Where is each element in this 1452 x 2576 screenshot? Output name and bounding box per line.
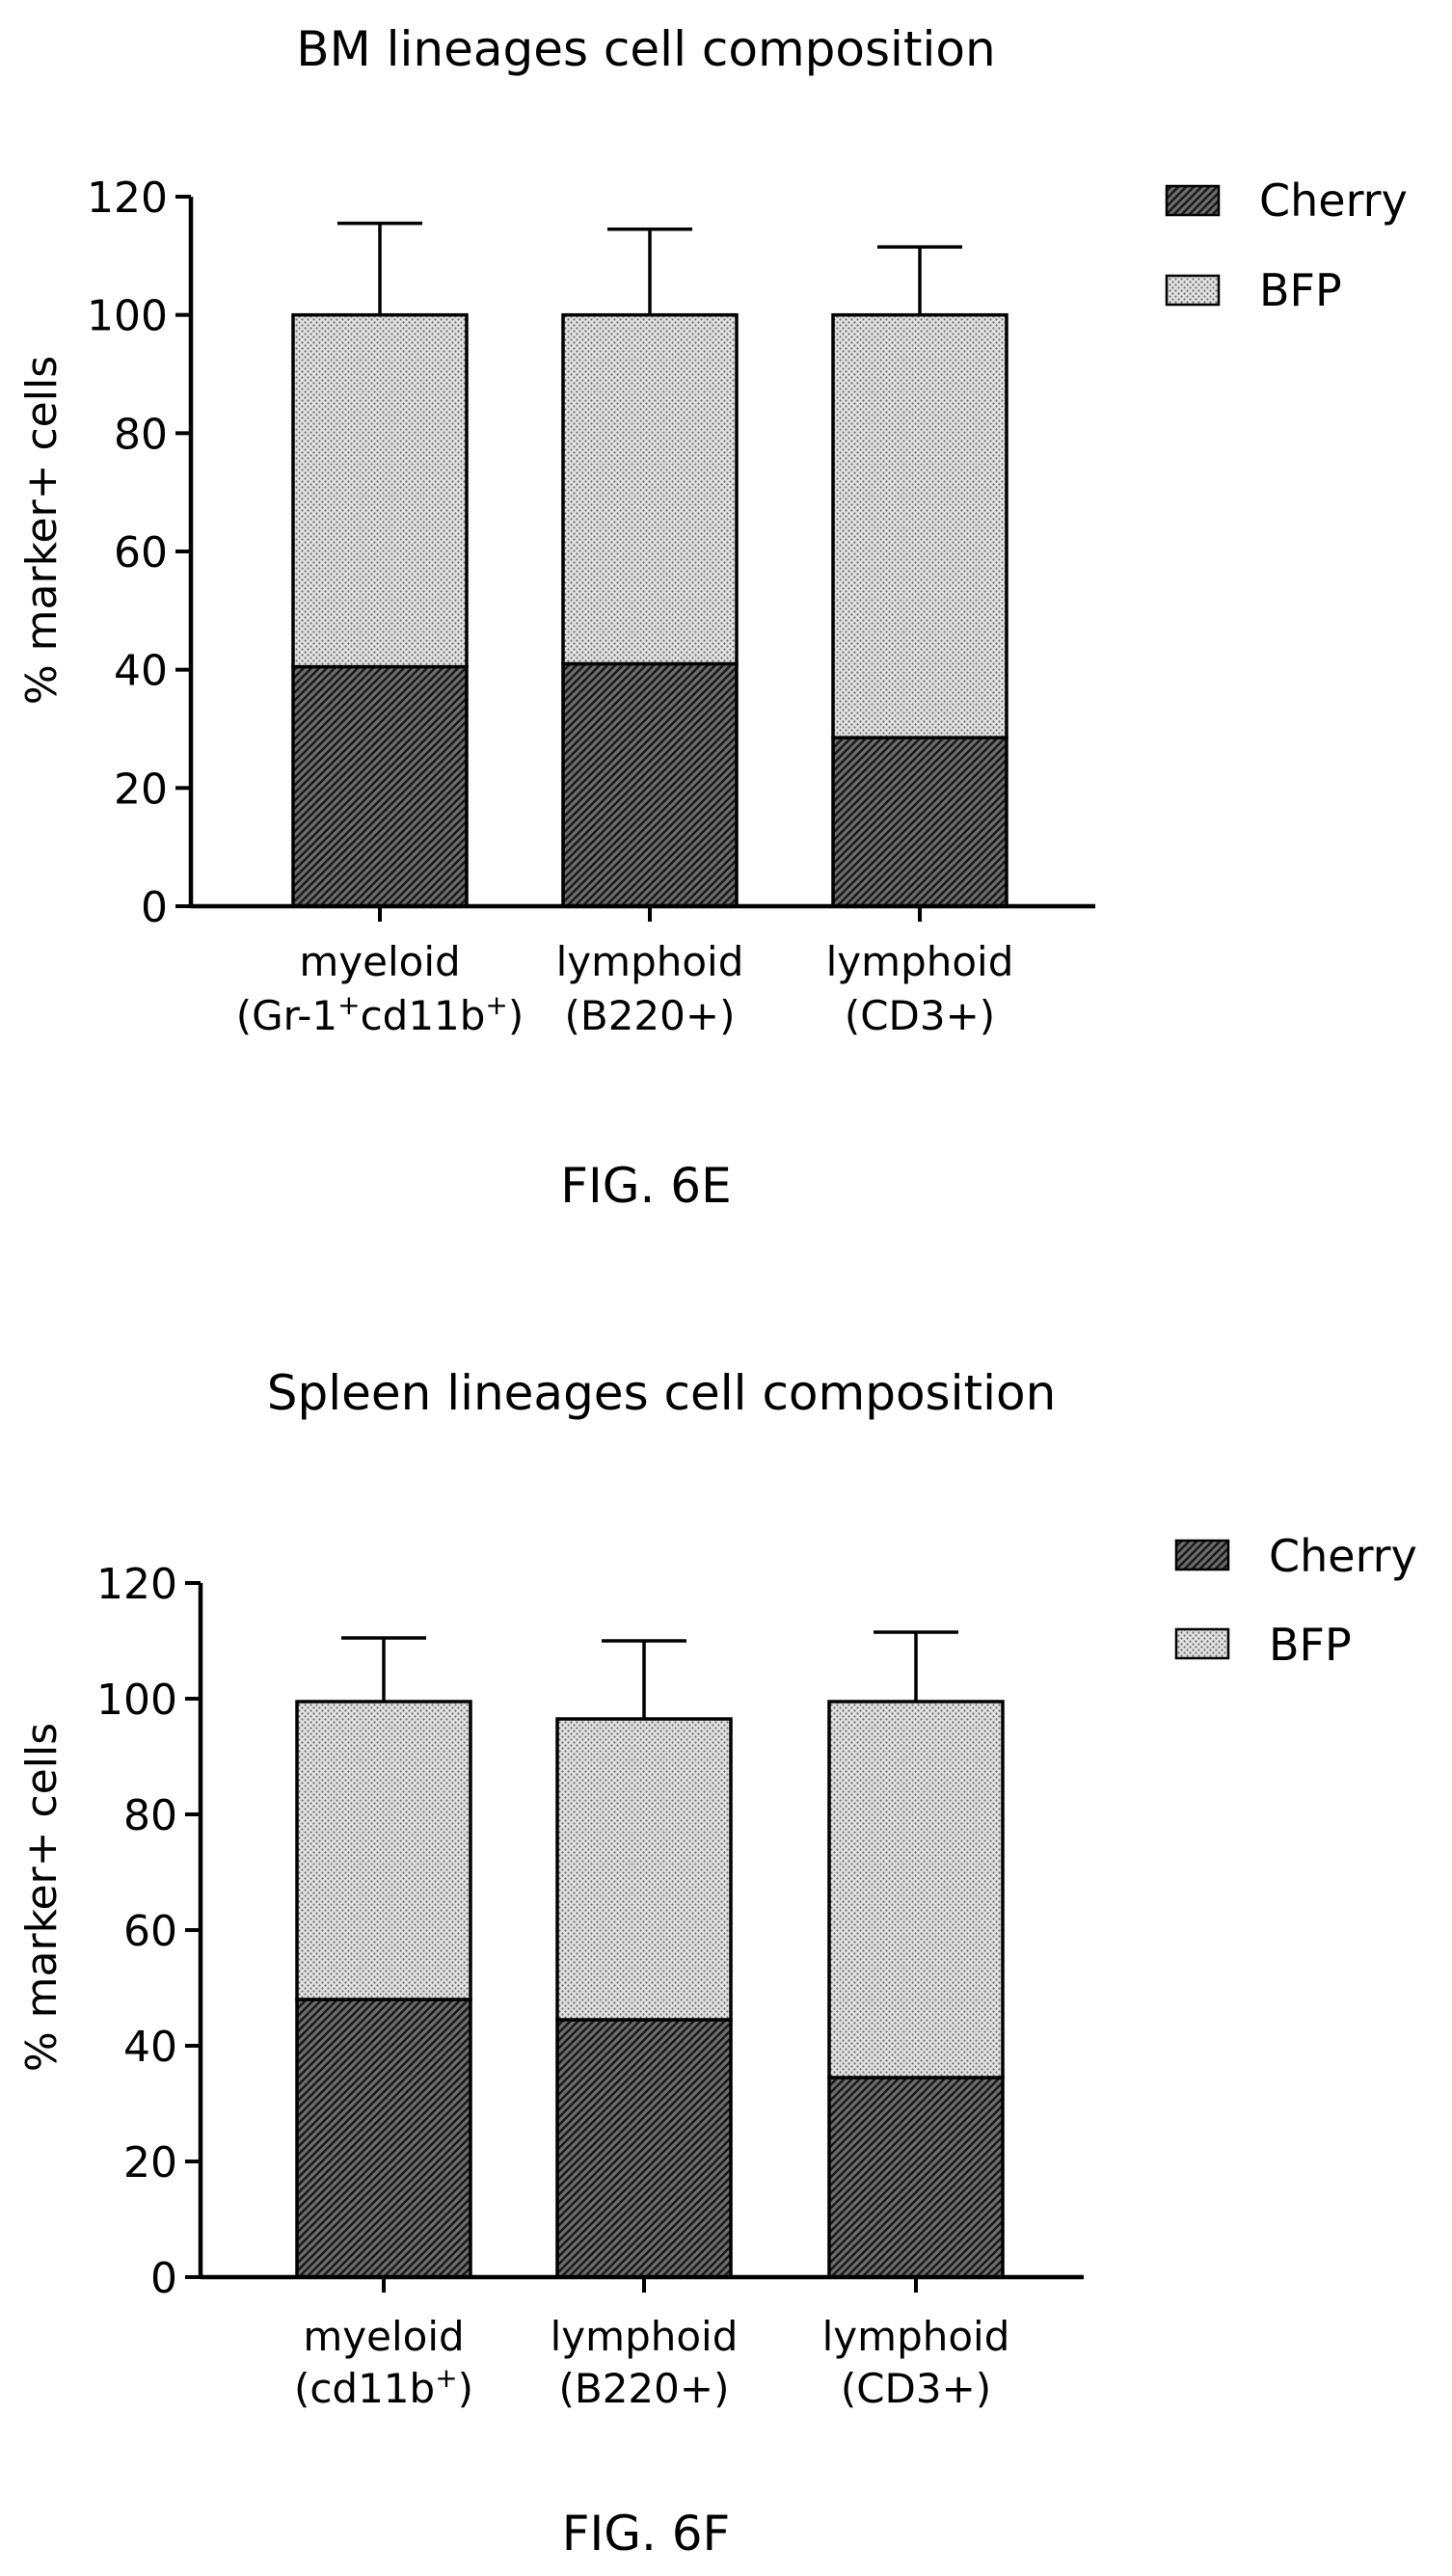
legend-label-bfp: BFP — [1269, 1619, 1352, 1671]
x-tick-sublabel: (cd11b+) — [294, 2362, 473, 2413]
figure-caption: FIG. 6E — [560, 1158, 731, 1214]
x-tick-sublabel: (B220+) — [565, 992, 736, 1039]
x-tick-sublabel: (CD3+) — [841, 2365, 991, 2412]
y-tick-label: 40 — [114, 647, 168, 696]
bar-segment-bfp-1 — [561, 312, 739, 666]
bar-segment-cherry-0 — [291, 664, 469, 908]
legend-label-bfp: BFP — [1259, 264, 1342, 316]
axes — [188, 197, 1095, 922]
chart-title: BM lineages cell composition — [296, 21, 995, 77]
bar-segment-cherry-2 — [827, 2076, 1005, 2279]
bar-segment-cherry-2 — [831, 736, 1008, 908]
bar-segment-bfp-0 — [291, 312, 469, 669]
chart-panel-spleen: Spleen lineages cell composition % marke… — [17, 1365, 1417, 2562]
bar-segment-bfp-2 — [831, 312, 1008, 739]
y-axis-label: % marker+ cells — [17, 1723, 67, 2072]
x-tick-labels: myeloid(Gr-1+cd11b+) lymphoid (B220+) lymph… — [236, 938, 1014, 1039]
y-axis-label: % marker+ cells — [17, 356, 67, 705]
y-ticks: 0 20 40 60 80 100 120 — [96, 1560, 201, 2303]
x-tick-label: myeloid — [299, 938, 460, 985]
y-tick-label: 0 — [141, 883, 168, 932]
x-tick-sublabel: (B220+) — [559, 2365, 730, 2412]
x-tick-label: lymphoid — [556, 938, 744, 985]
y-tick-label: 60 — [123, 1907, 177, 1956]
chart-panel-bm: BM lineages cell composition % marker+ c… — [17, 21, 1408, 1214]
bar-segment-cherry-1 — [561, 661, 739, 908]
legend-swatch-cherry — [1165, 184, 1221, 217]
x-tick-label: lymphoid — [551, 2313, 739, 2360]
axes — [198, 1583, 1084, 2293]
bar-segment-cherry-1 — [555, 2018, 733, 2279]
bar-segment-bfp-1 — [555, 1717, 733, 2022]
y-tick-label: 120 — [87, 174, 168, 223]
x-tick-sublabel: (CD3+) — [845, 992, 995, 1039]
legend-swatch-cherry — [1174, 1539, 1230, 1571]
bar-segment-cherry-0 — [295, 1998, 472, 2279]
legend-swatch-bfp — [1165, 274, 1221, 307]
y-tick-label: 100 — [96, 1676, 177, 1725]
y-tick-label: 20 — [123, 2138, 177, 2187]
legend-swatch-bfp — [1174, 1627, 1230, 1660]
y-tick-label: 40 — [123, 2023, 177, 2072]
bars — [295, 1630, 1005, 2279]
bar-segment-bfp-2 — [827, 1700, 1005, 2080]
y-tick-label: 120 — [96, 1560, 177, 1609]
y-ticks: 0 20 40 60 80 100 120 — [87, 174, 191, 932]
y-tick-label: 100 — [87, 292, 168, 341]
legend: Cherry BFP — [1174, 1530, 1417, 1671]
x-tick-label: lymphoid — [822, 2313, 1010, 2360]
x-tick-sublabel: (Gr-1+cd11b+) — [236, 989, 524, 1040]
figure-caption: FIG. 6F — [562, 2506, 731, 2562]
legend-label-cherry: Cherry — [1269, 1530, 1417, 1582]
y-tick-label: 60 — [114, 528, 168, 577]
x-tick-labels: myeloid(cd11b+) lymphoid (B220+) lymphoid (C… — [294, 2313, 1009, 2412]
bars — [291, 221, 1008, 908]
chart-title: Spleen lineages cell composition — [267, 1365, 1057, 1421]
legend-label-cherry: Cherry — [1259, 174, 1408, 227]
legend: Cherry BFP — [1165, 174, 1408, 316]
y-tick-label: 80 — [114, 410, 168, 459]
bar-segment-bfp-0 — [295, 1700, 472, 2001]
y-tick-label: 80 — [123, 1791, 177, 1840]
y-tick-label: 20 — [114, 765, 168, 814]
y-tick-label: 0 — [150, 2254, 177, 2303]
x-tick-label: lymphoid — [826, 938, 1014, 985]
x-tick-label: myeloid — [303, 2313, 464, 2360]
